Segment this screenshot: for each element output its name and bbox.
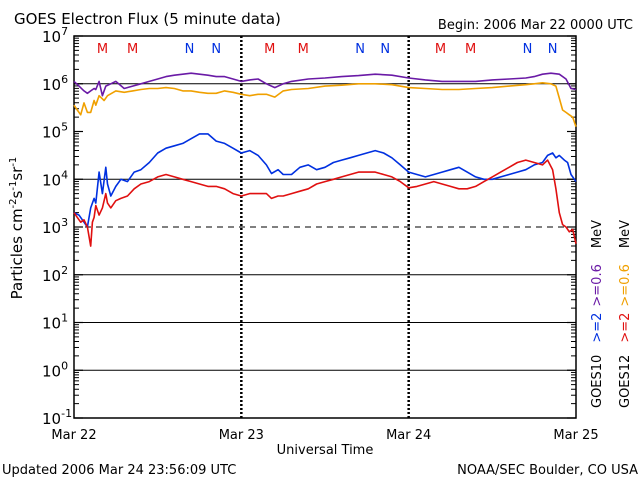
y-label-sup-1: -2 [8,198,19,208]
y-tick-label-3: 104 [42,168,68,189]
y-tick-label-2: 105 [42,121,68,142]
legend-goes12-label: GOES12 [618,355,633,408]
y-axis-ticks [74,35,576,419]
y-tick-base: 10 [42,219,61,237]
marker-m-9: M [465,42,476,57]
marker-m-5: M [298,42,309,57]
y-tick-base: 10 [42,76,61,94]
y-tick-base: 10 [42,124,61,142]
y-tick-base: 10 [42,28,61,46]
y-tick-label-1: 106 [42,73,68,94]
y-tick-exponent: 5 [61,121,68,134]
y-tick-exponent: 2 [61,264,68,277]
plot-frame [73,35,577,419]
y-tick-label-7: 100 [42,359,68,380]
y-tick-base: 10 [42,267,61,285]
marker-n-2: N [185,42,195,57]
legend-goes12-ge06: >=0.6 [618,264,633,306]
y-label-part-3: sr [8,166,26,181]
y-tick-label-4: 103 [42,216,68,237]
y-tick-label-0: 107 [42,25,68,46]
y-tick-base: 10 [42,410,61,428]
x-tick-label-0: Mar 22 [51,428,96,443]
marker-n-10: N [523,42,533,57]
begin-date: Begin: 2006 Mar 22 0000 UTC [438,18,633,33]
series-line-goes12-0-6-mev [73,82,577,127]
legend-goes12-column: GOES12 >=2 >=0.6 MeV [618,220,633,408]
reference-lines [74,83,576,371]
y-label-sup-2: -1 [8,181,19,191]
legend-goes10-ge06: >=0.6 [590,264,605,306]
marker-m-0: M [97,42,108,57]
x-tick-label-3: Mar 25 [553,428,598,443]
marker-n-6: N [355,42,365,57]
y-tick-exponent: 7 [61,25,68,38]
series-line-goes10-2-mev [73,133,577,228]
legend-goes10-ge2: >=2 [590,313,605,343]
series-line-goes10-0-6-mev [73,72,577,97]
series-line-goes12-2-mev [73,159,577,247]
chart-title: GOES Electron Flux (5 minute data) [14,10,281,28]
legend-goes10-unit: MeV [590,220,605,248]
y-label-part-2: s [8,190,26,198]
credit-label: NOAA/SEC Boulder, CO USA [457,463,638,478]
y-label-sup-3: -1 [8,157,19,167]
legend-goes10-label: GOES10 [590,355,605,408]
y-tick-exponent: 6 [61,73,68,86]
y-tick-exponent: -1 [61,407,72,420]
y-tick-label-8: 10-1 [42,407,72,428]
y-tick-label-5: 102 [42,264,68,285]
x-axis-label: Universal Time [277,443,374,458]
legend-goes12-unit: MeV [618,220,633,248]
y-tick-label-6: 101 [42,312,68,333]
marker-m-4: M [264,42,275,57]
marker-n-11: N [548,42,558,57]
marker-n-3: N [211,42,221,57]
data-series [73,72,577,247]
legend-goes10-column: GOES10 >=2 >=0.6 MeV [590,220,605,408]
marker-m-8: M [435,42,446,57]
y-tick-base: 10 [42,171,61,189]
marker-m-1: M [127,42,138,57]
y-tick-exponent: 0 [61,359,68,372]
marker-n-7: N [380,42,390,57]
y-tick-base: 10 [42,315,61,333]
y-label-part-1: Particles cm [8,208,26,299]
updated-timestamp: Updated 2006 Mar 24 23:56:09 UTC [2,463,236,478]
x-tick-label-2: Mar 24 [386,428,431,443]
y-tick-base: 10 [42,362,61,380]
y-axis-label: Particles cm-2s-1sr-1 [8,157,26,300]
legend-goes12-ge2: >=2 [618,313,633,343]
y-tick-exponent: 4 [61,168,68,181]
x-tick-label-1: Mar 23 [219,428,264,443]
x-axis-tick-labels: Mar 22 Mar 23 Mar 24 Mar 25 [51,428,598,443]
y-tick-exponent: 3 [61,216,68,229]
y-tick-exponent: 1 [61,312,68,325]
